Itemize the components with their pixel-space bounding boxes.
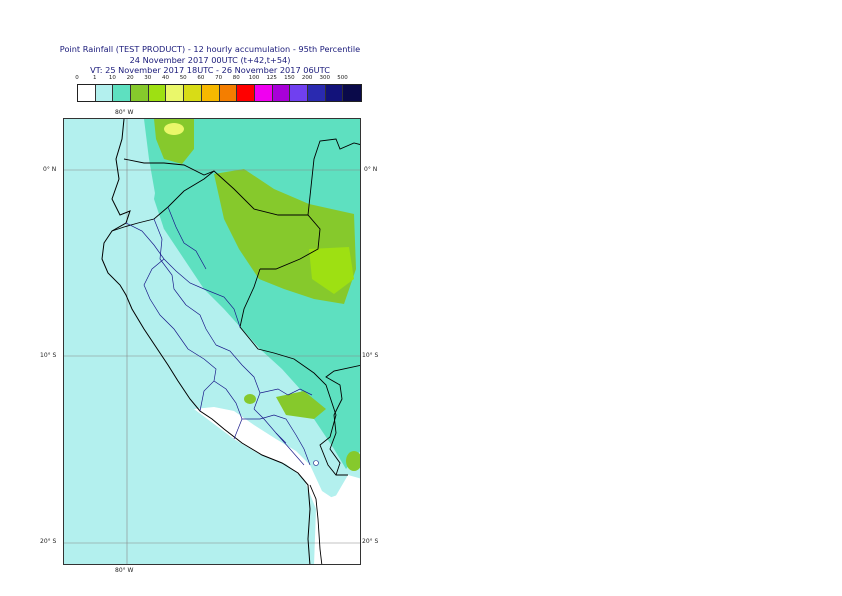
legend-tick-label: 125 [266, 75, 277, 81]
legend-color-bar [77, 84, 362, 102]
legend-swatch [95, 85, 114, 101]
legend-tick-label: 50 [179, 75, 187, 81]
legend-swatch [325, 85, 344, 101]
legend-swatch [148, 85, 167, 101]
lon-label-top: 80° W [115, 109, 134, 116]
rain-moderate-north [154, 119, 194, 164]
legend-tick-label: 300 [319, 75, 331, 81]
valid-time: VT: 25 November 2017 18UTC - 26 November… [90, 65, 330, 75]
lat-label-right-10s: 10° S [362, 352, 379, 359]
legend-swatch [237, 85, 255, 101]
rainfall-map [63, 118, 361, 565]
rain-heavy-amazon [309, 247, 354, 294]
legend-tick-label: 100 [248, 75, 260, 81]
border-bolivia-chile [309, 484, 323, 564]
legend-swatch [184, 85, 202, 101]
legend-tick-label: 0 [75, 75, 79, 81]
lat-label-right-0: 0° N [364, 166, 378, 173]
legend-swatch [254, 85, 273, 101]
legend-tick-label: 30 [144, 75, 152, 81]
border-peru-north [111, 170, 321, 270]
legend-tick-label: 80 [232, 75, 240, 81]
legend-tick-label: 500 [337, 75, 348, 81]
lat-label-left-0: 0° N [43, 166, 57, 173]
border-colombia-ecuador [123, 158, 215, 176]
border-brazil [239, 268, 348, 476]
legend-tick-label: 60 [197, 75, 205, 81]
legend-tick-label: 200 [301, 75, 313, 81]
lat-label-right-20s: 20° S [362, 538, 379, 545]
legend-tick-label: 40 [162, 75, 169, 81]
dry-patch-chile [326, 491, 360, 564]
legend-swatch [307, 85, 326, 101]
lon-label-bottom: 80° W [115, 567, 134, 574]
border-east [307, 138, 360, 216]
lat-label-left-10s: 10° S [40, 352, 57, 359]
legend-ticks: 0 1 10 20 30 40 50 60 70 80 100 125 150 200 300 500 [70, 75, 370, 85]
legend-swatch [219, 85, 238, 101]
legend-swatch [272, 85, 291, 101]
legend-tick-label: 70 [215, 75, 223, 81]
legend-swatch [201, 85, 220, 101]
lake-titicaca [313, 460, 319, 466]
legend-swatch [131, 85, 149, 101]
regional-boundaries [125, 206, 313, 466]
rain-peak-north [164, 123, 184, 135]
legend-tick-label: 20 [126, 75, 134, 81]
rain-spot-east [346, 451, 360, 471]
legend-tick-label: 150 [284, 75, 295, 81]
border-bolivia-east [325, 364, 360, 476]
map-svg [64, 119, 360, 564]
forecast-run: 24 November 2017 00UTC (t+42,t+54) [129, 55, 291, 65]
legend-tick-label: 10 [108, 75, 116, 81]
coastline [101, 119, 311, 564]
rain-moderate-south [276, 391, 326, 419]
legend-tick-label: 1 [92, 75, 97, 81]
lat-label-left-20s: 20° S [40, 538, 57, 545]
map-title: Point Rainfall (TEST PRODUCT) - 12 hourl… [59, 44, 361, 54]
legend-swatch [78, 85, 96, 101]
legend-swatch [166, 85, 185, 101]
legend-swatch [290, 85, 308, 101]
legend-swatch [113, 85, 132, 101]
rain-spot-central [244, 394, 256, 404]
legend-swatch [343, 85, 361, 101]
